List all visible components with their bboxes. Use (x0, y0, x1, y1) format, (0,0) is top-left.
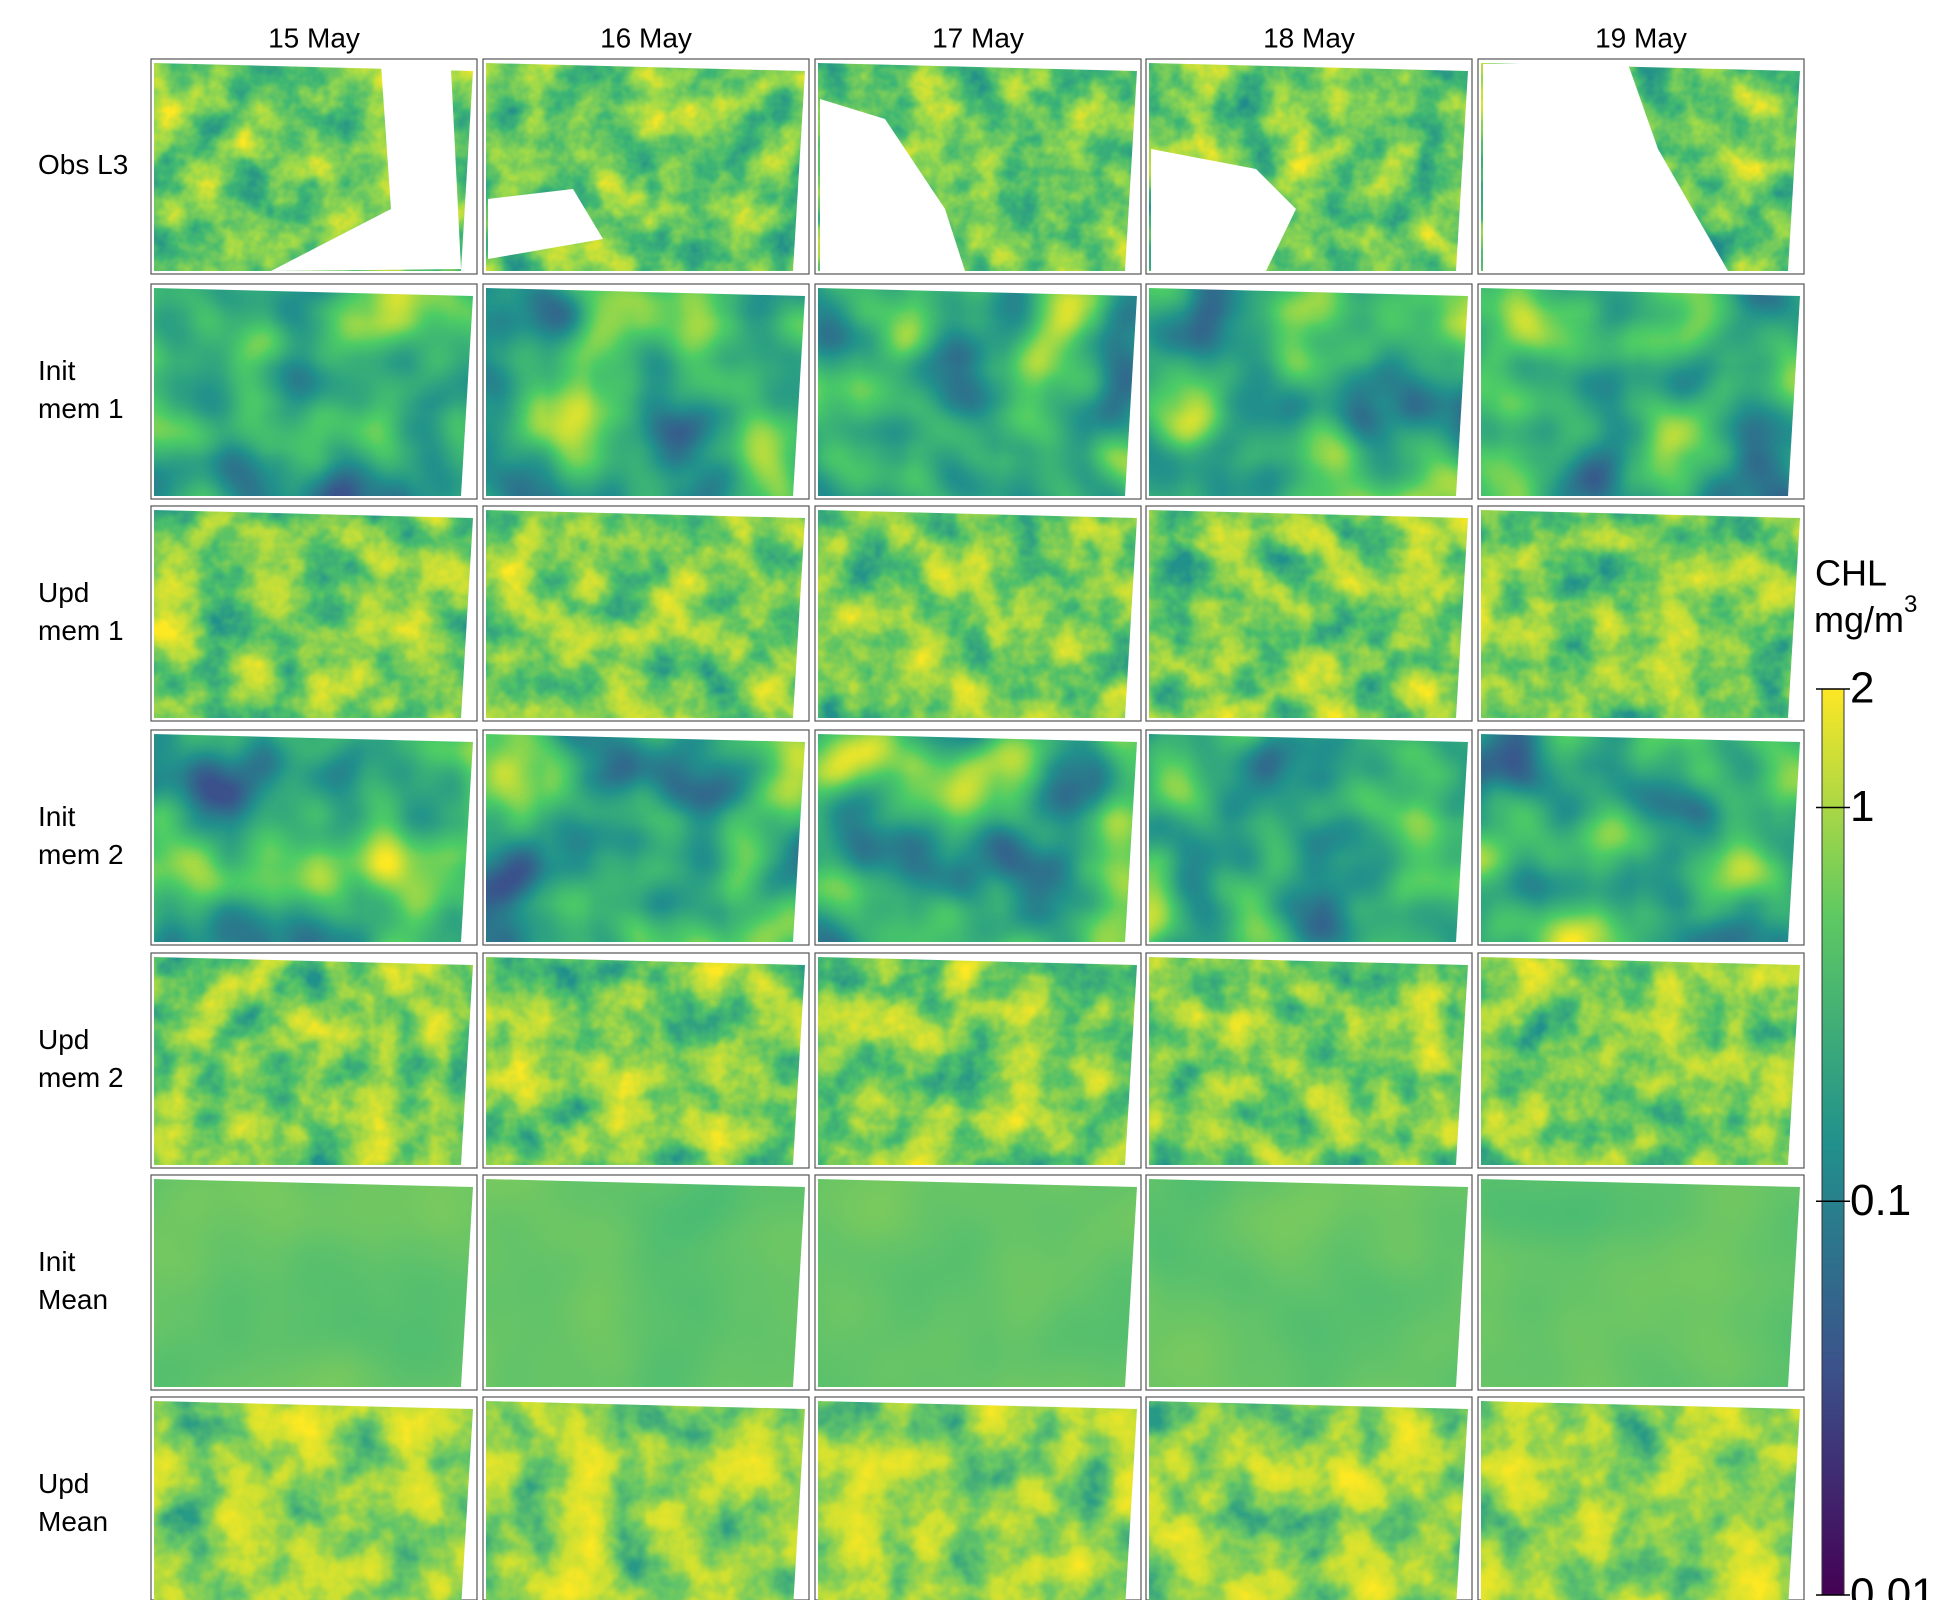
map-field (1146, 953, 1472, 1168)
map-field (483, 1397, 809, 1600)
row-label: Init (38, 1246, 76, 1277)
map-field (1478, 284, 1804, 499)
map-field (815, 953, 1141, 1168)
row-label: mem 1 (38, 615, 124, 646)
map-field (151, 284, 477, 499)
figure: CHL mg/m3 15 May 16 May 17 May 18 May 19 May… (0, 0, 1954, 1600)
row-label: Obs L3 (38, 149, 128, 180)
colorbar-label: CHL (1815, 553, 1887, 594)
unit-text: mg/m (1814, 599, 1904, 640)
map-field (1478, 506, 1804, 721)
map-field (1146, 1175, 1472, 1390)
map-field (1146, 1397, 1472, 1600)
map-field (151, 1175, 477, 1390)
column-header: 16 May (600, 22, 692, 53)
row-label: Mean (38, 1506, 108, 1537)
map-field (151, 1397, 477, 1600)
map-field (483, 284, 809, 499)
map-field (1478, 1397, 1804, 1600)
map-field (815, 284, 1141, 499)
column-header: 19 May (1595, 22, 1687, 53)
page-body: CHL mg/m3 15 May 16 May 17 May 18 May 19 May… (0, 0, 1954, 1600)
map-field (151, 730, 477, 945)
row-label: mem 2 (38, 839, 124, 870)
colorbar-tick-label: 2 (1850, 664, 1874, 713)
column-header: 17 May (932, 22, 1024, 53)
map-field (815, 506, 1141, 721)
colorbar (1822, 689, 1844, 1595)
map-field (483, 506, 809, 721)
row-label: Upd (38, 1468, 89, 1499)
map-field (1146, 730, 1472, 945)
map-field (1478, 1175, 1804, 1390)
column-header: 15 May (268, 22, 360, 53)
map-field (1146, 284, 1472, 499)
page: {"columns": ["15 May", "16 May", "17 May… (0, 0, 1954, 1600)
row-label: mem 2 (38, 1062, 124, 1093)
map-field (1478, 953, 1804, 1168)
map-field (815, 730, 1141, 945)
colorbar-tick-label: 0.01 (1850, 1570, 1936, 1600)
colorbar-tick-label: 1 (1850, 782, 1874, 831)
colorbar-unit: mg/m3 (1814, 591, 1917, 639)
colorbar-tick-label: 0.1 (1850, 1176, 1911, 1225)
map-field (483, 1175, 809, 1390)
map-field (815, 1397, 1141, 1600)
map-field (815, 1175, 1141, 1390)
map-field (151, 953, 477, 1168)
row-label: Init (38, 801, 76, 832)
unit-superscript: 3 (1904, 591, 1917, 618)
map-field (1478, 730, 1804, 945)
map-field (151, 506, 477, 721)
map-field (1146, 506, 1472, 721)
column-header: 18 May (1263, 22, 1355, 53)
map-field (483, 953, 809, 1168)
map-field (483, 730, 809, 945)
row-label: mem 1 (38, 393, 124, 424)
row-label: Mean (38, 1284, 108, 1315)
row-label: Upd (38, 577, 89, 608)
row-label: Init (38, 355, 76, 386)
row-label: Upd (38, 1024, 89, 1055)
